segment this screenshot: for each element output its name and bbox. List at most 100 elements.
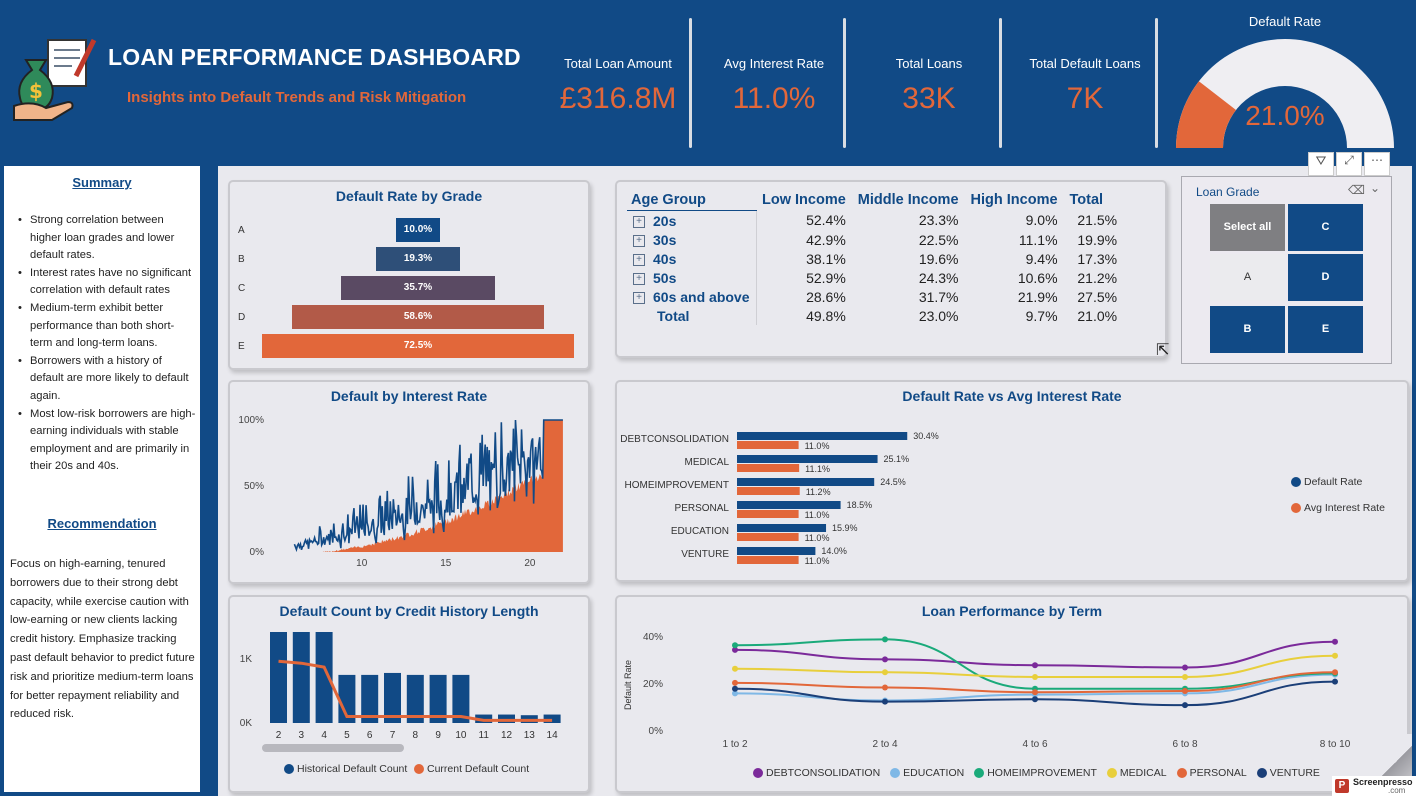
expand-plus-icon[interactable]: +	[633, 234, 645, 247]
x-tick-label: 1 to 2	[722, 739, 747, 750]
term-point	[1032, 662, 1038, 669]
matrix-cell-mid: 22.5%	[918, 231, 959, 248]
term-legend-item[interactable]: MEDICAL	[1106, 767, 1167, 779]
term-point	[1032, 696, 1038, 703]
money-bag-icon: $	[12, 36, 98, 122]
term-chart-card[interactable]: Loan Performance by Term Default Rate 40%…	[615, 595, 1409, 793]
grade-axis-label: D	[238, 312, 246, 323]
matrix-cell-total: 19.9%	[1077, 231, 1118, 248]
expand-plus-icon[interactable]: +	[633, 215, 645, 228]
historical-default-bar	[270, 632, 287, 723]
matrix-cell-total: 21.0%	[1077, 307, 1118, 324]
legend-label: VENTURE	[1269, 767, 1320, 779]
loan-grade-slicer[interactable]: Loan Grade ⌫ ⌄ Select all C A D B E	[1181, 176, 1392, 364]
y-tick-label: 50%	[244, 481, 264, 492]
legend-default-rate[interactable]: Default Rate	[1291, 476, 1362, 488]
default-rate-data-label: 25.1%	[884, 454, 910, 464]
legend-dot	[890, 768, 901, 779]
dashboard-title: LOAN PERFORMANCE DASHBOARD	[108, 44, 521, 70]
expand-plus-icon[interactable]: +	[633, 272, 645, 285]
matrix-cell-low: 28.6%	[806, 288, 846, 305]
term-legend-item[interactable]: PERSONAL	[1176, 767, 1247, 779]
matrix-row: +20s 52.4% 23.3% 9.0% 21.5%	[627, 210, 1123, 230]
legend-dot	[414, 764, 424, 775]
historical-default-bar	[475, 714, 493, 723]
matrix-cell-high: 11.1%	[1018, 231, 1058, 248]
grade-bar[interactable]: 19.3%	[376, 247, 460, 271]
historical-default-bar	[406, 674, 424, 723]
legend-current-default[interactable]: Current Default Count	[414, 763, 529, 775]
slicer-option-select-all[interactable]: Select all	[1210, 204, 1285, 251]
legend-label: MEDICAL	[1119, 767, 1167, 779]
term-point	[882, 636, 888, 643]
summary-point: Strong correlation between higher loan g…	[18, 212, 196, 265]
matrix-cell-high: 21.9%	[1017, 288, 1058, 305]
historical-default-bar	[452, 674, 470, 723]
recommendation-text: Focus on high-earning, tenured borrowers…	[10, 558, 195, 721]
eraser-icon[interactable]: ⌫	[1348, 183, 1365, 197]
horizontal-scrollbar[interactable]	[262, 744, 404, 752]
purpose-category-label: EDUCATION	[671, 526, 729, 537]
default-rate-bar	[737, 524, 827, 532]
legend-label: Historical Default Count	[297, 763, 408, 775]
matrix-header[interactable]: High Income	[970, 192, 1058, 209]
summary-point: Most low-risk borrowers are high-earning…	[18, 406, 196, 476]
grade-bar[interactable]: 58.6%	[291, 305, 545, 329]
more-options-icon[interactable]: ⋯	[1364, 152, 1390, 176]
purpose-category-label: MEDICAL	[685, 457, 730, 468]
interest-chart-card[interactable]: Default by Interest Rate 100% 50% 0% 10 15 20	[228, 380, 590, 584]
grade-bar[interactable]: 35.7%	[341, 276, 495, 300]
avg-interest-data-label: 11.1%	[805, 464, 830, 474]
x-tick-label: 7	[390, 730, 396, 741]
legend-historical-default[interactable]: Historical Default Count	[284, 763, 407, 775]
grade-bar[interactable]: 10.0%	[396, 218, 440, 242]
matrix-header[interactable]: Middle Income	[857, 192, 959, 209]
slicer-option-e[interactable]: E	[1288, 306, 1363, 353]
avg-interest-bar	[737, 556, 799, 564]
legend-avg-interest-rate[interactable]: Avg Interest Rate	[1291, 502, 1385, 514]
historical-default-bar	[338, 674, 356, 723]
term-point	[732, 679, 738, 686]
focus-mode-icon[interactable]: ⤢	[1336, 152, 1362, 176]
avg-interest-bar	[737, 441, 799, 449]
matrix-cell-total: 21.5%	[1077, 212, 1118, 229]
x-tick-label: 6 to 8	[1172, 739, 1197, 750]
expand-plus-icon[interactable]: +	[633, 253, 645, 266]
term-point	[1182, 673, 1188, 680]
legend-dot	[974, 768, 985, 779]
grade-chart-card[interactable]: Default Rate by Grade A 10.0% B 19.3% C 35.7%…	[228, 180, 590, 370]
gauge-track	[1176, 39, 1394, 148]
screenpresso-icon: P	[1335, 779, 1349, 793]
term-legend-item[interactable]: HOMEIMPROVEMENT	[974, 767, 1097, 779]
kpi-divider	[843, 18, 846, 148]
expand-plus-icon[interactable]: +	[633, 291, 645, 304]
slicer-option-a[interactable]: A	[1210, 254, 1285, 301]
matrix-header[interactable]: Age Group	[627, 190, 756, 211]
x-tick-label: 8 to 10	[1320, 739, 1351, 750]
y-axis-title: Default Rate	[623, 660, 633, 710]
matrix-header[interactable]: Low Income	[762, 192, 846, 209]
slicer-option-d[interactable]: D	[1288, 254, 1363, 301]
matrix-header[interactable]: Total	[1069, 192, 1104, 209]
credit-chart-card[interactable]: Default Count by Credit History Length 1…	[228, 595, 590, 793]
kpi-total-loans-value: 33K	[902, 82, 956, 115]
watermark-sub: .com	[1388, 786, 1406, 795]
chevron-down-icon[interactable]: ⌄	[1370, 181, 1381, 195]
default-rate-bar	[737, 478, 875, 486]
kpi-total-default-value: 7K	[1066, 82, 1104, 115]
default-rate-bar	[737, 547, 816, 555]
matrix-cell-mid: 19.6%	[918, 250, 959, 267]
slicer-option-b[interactable]: B	[1210, 306, 1285, 353]
matrix-row: +50s 52.9% 24.3% 10.6% 21.2%	[627, 268, 1123, 287]
grade-bar[interactable]: 72.5%	[262, 334, 574, 358]
purpose-chart-card[interactable]: Default Rate vs Avg Interest Rate DEBTCO…	[615, 380, 1409, 582]
slicer-option-c[interactable]: C	[1288, 204, 1363, 251]
matrix-cell-mid: 23.3%	[918, 212, 959, 229]
term-legend-item[interactable]: DEBTCONSOLIDATION	[753, 767, 880, 779]
term-legend-item[interactable]: VENTURE	[1256, 767, 1320, 779]
age-income-matrix-card[interactable]: Age Group Low Income Middle Income High …	[615, 180, 1167, 358]
historical-default-bar	[543, 714, 561, 723]
matrix-cell-mid: 23.0%	[918, 307, 959, 324]
term-legend-item[interactable]: EDUCATION	[890, 767, 964, 779]
filter-icon[interactable]: ⛛	[1308, 152, 1334, 176]
